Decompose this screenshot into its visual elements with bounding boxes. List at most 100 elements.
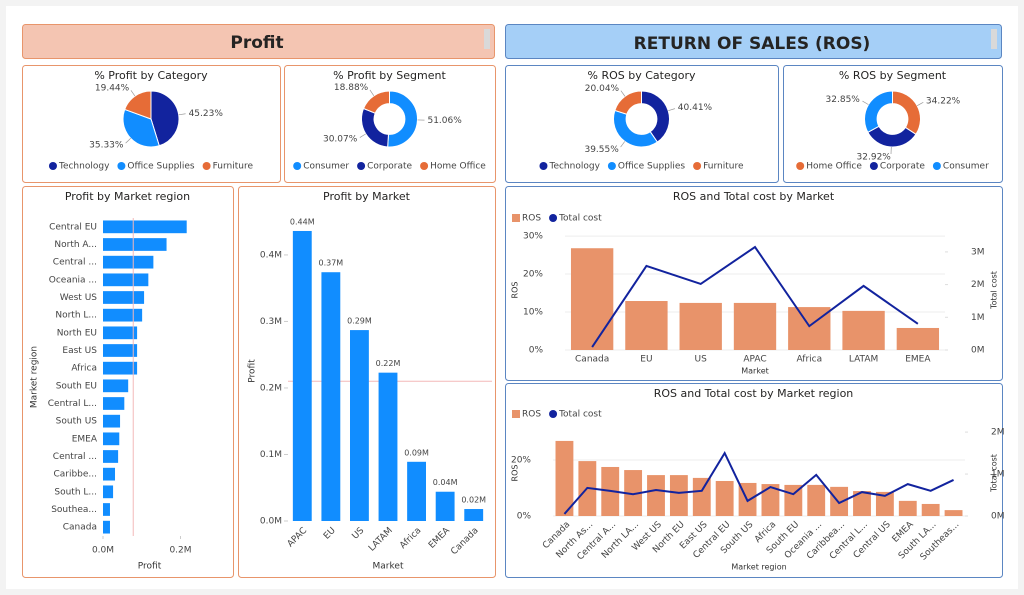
legend-label: Home Office — [806, 162, 862, 172]
legend-label: Technology — [548, 162, 600, 172]
legend-swatch — [539, 162, 548, 170]
y-tick-label: 0.0M — [260, 517, 282, 527]
bar — [853, 491, 871, 516]
bar — [103, 308, 143, 322]
x-tick-label: EMEA — [905, 355, 931, 365]
x-tick-label: EU — [640, 355, 652, 365]
legend-swatch — [117, 162, 126, 170]
legend: Technology Office Supplies Furniture — [48, 162, 253, 172]
leader-line — [862, 100, 869, 105]
header-title: Profit — [230, 33, 283, 53]
legend-label: Total cost — [558, 410, 602, 420]
data-label: 0.37M — [318, 259, 343, 268]
data-label: 0.09M — [404, 448, 429, 457]
y2-axis-title: Total cost — [990, 454, 999, 493]
chart-title: % ROS by Category — [588, 69, 696, 82]
bar — [570, 248, 614, 350]
y-tick-label: South EU — [56, 381, 97, 391]
chart-title: % Profit by Category — [94, 69, 208, 82]
slice-label: 40.41% — [678, 103, 713, 113]
x-axis-title: Market — [741, 367, 769, 376]
y-tick-label: 0% — [517, 512, 532, 522]
profit-header — [22, 24, 495, 59]
x-tick-label: US — [695, 355, 708, 365]
bar — [625, 301, 668, 350]
leader-line — [668, 108, 676, 112]
chart-title: % Profit by Segment — [333, 69, 446, 82]
chart-title: % ROS by Segment — [839, 69, 947, 82]
bar — [103, 379, 129, 393]
pie-slice — [150, 90, 180, 147]
legend-label: Office Supplies — [618, 162, 686, 172]
y-axis-title: ROS — [511, 465, 520, 482]
chart-title: ROS and Total cost by Market — [673, 190, 835, 203]
legend: Consumer Corporate Home Office — [293, 162, 486, 172]
leader-line — [178, 113, 186, 116]
bar — [103, 485, 114, 499]
slice-label: 51.06% — [427, 116, 462, 126]
bar — [624, 470, 643, 516]
bar — [944, 510, 963, 516]
legend-swatch — [549, 410, 558, 418]
y2-tick-label: 2M — [991, 428, 1005, 438]
panel — [284, 65, 496, 183]
legend-swatch — [512, 410, 520, 418]
line — [563, 450, 954, 515]
pie-slice — [614, 90, 642, 115]
legend-label: Technology — [58, 162, 110, 172]
bar — [898, 500, 917, 516]
legend-swatch — [932, 162, 941, 170]
legend-swatch — [202, 162, 211, 170]
slice-label: 35.33% — [89, 141, 124, 151]
y2-tick-label: 3M — [971, 247, 985, 257]
leader-line — [620, 141, 626, 148]
y2-tick-label: 1M — [991, 470, 1005, 480]
y-tick-label: South L... — [54, 487, 97, 497]
y-tick-label: North A... — [54, 240, 97, 250]
x-tick-label: 0.2M — [169, 546, 191, 556]
legend-label: Consumer — [303, 162, 349, 172]
x-tick-label: Africa — [796, 355, 822, 365]
slice-label: 45.23% — [189, 109, 224, 119]
header-title: RETURN OF SALES (ROS) — [634, 34, 871, 54]
y-tick-label: 20% — [523, 270, 543, 280]
bar — [350, 330, 369, 521]
y2-tick-label: 0M — [971, 346, 985, 356]
legend-swatch — [869, 162, 878, 170]
bar — [321, 272, 341, 521]
x-axis-title: Market — [373, 562, 404, 572]
bar — [669, 475, 688, 516]
chart-title: ROS and Total cost by Market region — [654, 387, 854, 400]
chart-title: Profit by Market region — [65, 190, 190, 203]
legend-swatch — [293, 162, 302, 170]
y-tick-label: 0.4M — [260, 250, 282, 260]
y-tick-label: 0% — [529, 346, 544, 356]
bar — [407, 461, 426, 521]
pie-slice — [387, 90, 418, 148]
bar — [103, 361, 138, 375]
bar — [103, 255, 154, 269]
bar — [807, 484, 826, 516]
legend-swatch — [693, 162, 702, 170]
x-axis-title: Profit — [138, 562, 162, 572]
y-tick-label: North L... — [55, 311, 97, 321]
legend: ROS Total cost — [512, 214, 602, 224]
bar — [733, 302, 777, 350]
bar — [292, 230, 312, 521]
y-axis-title: Profit — [248, 359, 258, 383]
y-tick-label: 0.1M — [260, 450, 282, 460]
bar — [692, 477, 711, 516]
y-tick-label: Africa — [71, 364, 97, 374]
legend-label: ROS — [522, 214, 541, 224]
data-label: 0.02M — [461, 496, 486, 505]
leader-line — [916, 102, 924, 106]
legend-swatch — [796, 162, 805, 170]
y-tick-label: 20% — [511, 455, 531, 465]
bar — [715, 480, 734, 516]
legend: Technology Office Supplies Furniture — [539, 162, 744, 172]
slice-label: 20.04% — [585, 84, 620, 94]
y-tick-label: 10% — [523, 308, 543, 318]
bar — [103, 414, 121, 428]
y-tick-label: 0.3M — [260, 317, 282, 327]
legend-label: Office Supplies — [127, 162, 195, 172]
